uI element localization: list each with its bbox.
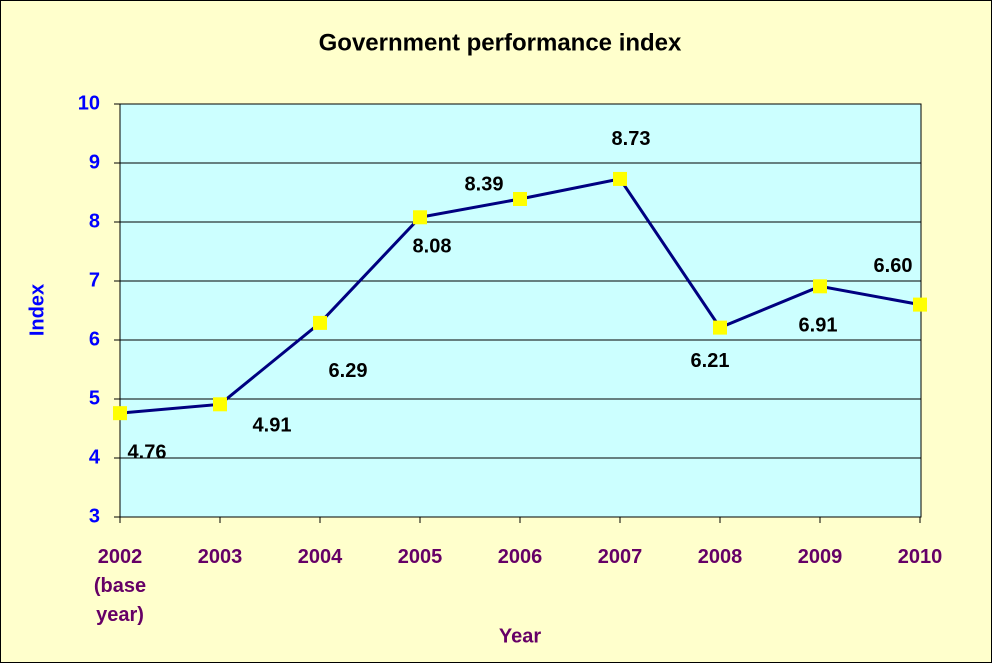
y-tick-label: 10 [78,92,100,114]
chart-title: Government performance index [319,29,682,56]
x-tick-label: 2008 [697,546,743,568]
data-point [113,406,127,421]
data-label: 6.91 [799,315,838,337]
data-label: 4.76 [128,441,167,463]
x-axis-label: Year [499,625,541,647]
data-point [913,297,927,312]
data-label: 6.60 [874,255,913,277]
data-point [313,315,327,330]
data-label: 8.39 [465,173,504,195]
plot-area [119,103,922,518]
x-tick-label: 2003 [197,546,243,568]
y-tick-label: 3 [89,505,100,527]
x-tick-label: 2009 [797,546,843,568]
data-point [413,210,427,225]
data-label: 6.29 [329,360,368,382]
data-point [713,320,727,335]
y-tick-label: 9 [89,151,100,173]
x-tick-label: 2005 [397,546,443,568]
x-tick-label: 2007 [597,546,643,568]
y-tick-label: 6 [89,328,100,350]
data-point [513,191,527,206]
y-tick-label: 8 [89,210,100,232]
data-label: 8.73 [612,128,651,150]
y-axis-label: Index [26,284,48,336]
data-point [613,171,627,186]
data-label: 6.21 [691,350,730,372]
x-tick-label: 2010 [897,546,943,568]
x-tick-label: 2006 [497,546,543,568]
data-label: 8.08 [413,236,452,258]
y-tick-label: 7 [89,269,100,291]
data-label: 4.91 [253,415,292,437]
data-point [213,397,227,412]
data-point [813,279,827,294]
y-tick-label: 4 [89,446,101,468]
x-tick-label: 2004 [297,546,343,568]
x-tick-label: 2002 (base year) [93,546,147,626]
y-tick-label: 5 [89,387,100,409]
